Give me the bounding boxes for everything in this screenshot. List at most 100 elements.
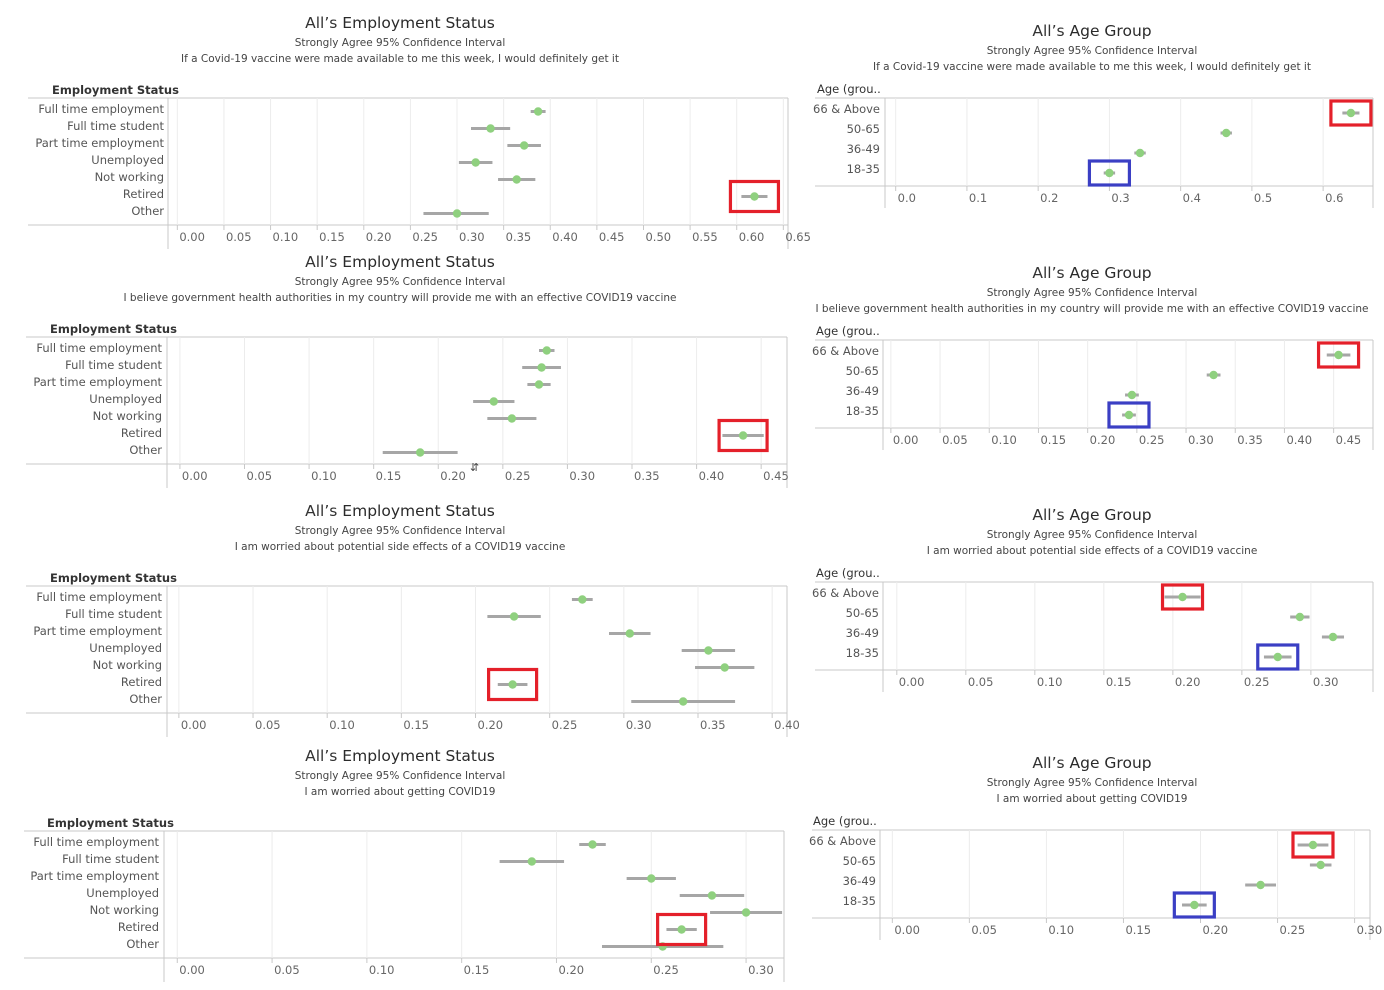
category-label[interactable]: Other — [129, 692, 162, 706]
title-dimension: Employment Status — [342, 14, 495, 32]
red-highlight-box — [656, 912, 708, 947]
tick-label: 0.3 — [1111, 191, 1130, 205]
estimate-point — [542, 346, 551, 355]
category-label[interactable]: Part time employment — [35, 136, 164, 150]
category-label[interactable]: Unemployed — [91, 153, 164, 167]
tick-label: 0.35 — [1237, 433, 1263, 447]
plot-area — [815, 97, 1374, 208]
category-label[interactable]: Part time employment — [30, 869, 159, 883]
category-label[interactable]: 36-49 — [845, 626, 879, 640]
tick-label: 0.15 — [403, 718, 429, 732]
tick-label: 0.00 — [180, 718, 207, 732]
dimension-header[interactable]: Age (grou.. — [816, 324, 880, 338]
tick-label: 0.25 — [653, 963, 679, 977]
category-label[interactable]: Not working — [92, 409, 162, 423]
blue-highlight-box — [1256, 643, 1300, 671]
category-label[interactable]: Not working — [94, 170, 164, 184]
category-label[interactable]: Full time student — [65, 607, 162, 621]
category-label[interactable]: Unemployed — [86, 886, 159, 900]
estimate-point — [508, 680, 517, 689]
tick-label: 0.10 — [368, 963, 395, 977]
category-label[interactable]: Other — [126, 937, 159, 951]
plot-area — [812, 829, 1371, 940]
category-label[interactable]: 36-49 — [842, 874, 876, 888]
category-label[interactable]: 50-65 — [845, 364, 879, 378]
category-label[interactable]: Not working — [92, 658, 162, 672]
chart-panel-2: All’s Age Group Strongly Agree 95% Confid… — [800, 0, 1384, 990]
category-label[interactable]: Retired — [120, 426, 162, 440]
category-label[interactable]: Not working — [89, 903, 159, 917]
category-label[interactable]: 66 & Above — [812, 586, 879, 600]
category-label[interactable]: Unemployed — [89, 641, 162, 655]
sort-icon[interactable]: ⇵ — [470, 461, 480, 474]
category-label[interactable]: 50-65 — [842, 854, 876, 868]
tick-label: 0.25 — [1243, 675, 1270, 689]
estimate-point — [1124, 410, 1134, 420]
category-label[interactable]: 66 & Above — [809, 834, 876, 848]
category-label[interactable]: Retired — [120, 675, 162, 689]
tick-label: 0.20 — [1089, 433, 1116, 447]
tick-label: 0.00 — [179, 230, 205, 244]
tick-label: 0.00 — [892, 433, 919, 447]
category-label[interactable]: Retired — [117, 920, 159, 934]
tick-label: 0.35 — [505, 230, 532, 244]
dimension-header[interactable]: Age (grou.. — [816, 566, 880, 580]
estimate-point — [1209, 370, 1218, 380]
plot-area — [815, 581, 1374, 692]
title-prefix: All’s — [305, 747, 338, 765]
category-label[interactable]: 18-35 — [846, 162, 880, 176]
category-label[interactable]: Other — [129, 443, 162, 457]
estimate-point — [1273, 652, 1282, 662]
category-label[interactable]: Part time employment — [33, 624, 162, 638]
estimate-point — [588, 840, 597, 849]
estimate-point — [507, 414, 517, 423]
chart-question: I am worried about getting COVID19 — [304, 786, 496, 798]
estimate-point — [647, 874, 656, 883]
dimension-header[interactable]: Employment Status — [50, 322, 177, 336]
category-label[interactable]: Full time employment — [33, 835, 159, 849]
category-label[interactable]: Retired — [122, 187, 164, 201]
category-label[interactable]: Full time employment — [38, 102, 164, 116]
dimension-header[interactable]: Employment Status — [52, 83, 179, 97]
category-label[interactable]: 36-49 — [846, 142, 880, 156]
dimension-header[interactable]: Employment Status — [47, 816, 174, 830]
tick-label: 0.6 — [1325, 191, 1344, 205]
category-label[interactable]: 36-49 — [845, 384, 879, 398]
category-label[interactable]: Full time student — [65, 358, 162, 372]
category-label[interactable]: Full time student — [67, 119, 164, 133]
title-dimension: Employment Status — [342, 502, 495, 520]
plot-area — [28, 97, 789, 249]
tick-label: 0.5 — [1253, 191, 1273, 205]
dimension-header[interactable]: Age (grou.. — [813, 814, 877, 828]
title-dimension: Age Group — [1069, 754, 1152, 772]
category-label[interactable]: Full time employment — [36, 590, 162, 604]
category-label[interactable]: 50-65 — [845, 606, 879, 620]
tick-label: 0.35 — [700, 718, 726, 732]
category-label[interactable]: 18-35 — [845, 646, 879, 660]
chart-panel-7: All’s Employment Status Strongly Agree 95… — [24, 747, 785, 982]
category-label[interactable]: Other — [131, 204, 164, 218]
estimate-point — [1316, 860, 1325, 870]
title-dimension: Age Group — [1069, 506, 1152, 524]
category-label[interactable]: 66 & Above — [813, 102, 880, 116]
title-prefix: All’s — [1032, 264, 1065, 282]
category-label[interactable]: Part time employment — [33, 375, 162, 389]
blue-highlight-box — [1172, 891, 1216, 919]
category-label[interactable]: 18-35 — [842, 894, 876, 908]
category-label[interactable]: 66 & Above — [812, 344, 879, 358]
category-label[interactable]: 50-65 — [846, 122, 880, 136]
category-label[interactable]: Full time student — [62, 852, 159, 866]
title-prefix: All’s — [305, 253, 338, 271]
tick-label: 0.55 — [692, 230, 718, 244]
category-label[interactable]: 18-35 — [845, 404, 879, 418]
category-label[interactable]: Unemployed — [89, 392, 162, 406]
tick-label: 0.4 — [1182, 191, 1201, 205]
chart-question: I believe government health authorities … — [123, 292, 677, 304]
chart-subtitle: Strongly Agree 95% Confidence Interval — [986, 287, 1198, 299]
dimension-header[interactable]: Employment Status — [50, 571, 177, 585]
chart-title: All’s Employment Status — [0, 502, 800, 520]
dimension-header[interactable]: Age (grou.. — [817, 82, 881, 96]
chart-title: All’s Age Group — [800, 754, 1384, 772]
chart-subtitle: Strongly Agree 95% Confidence Interval — [986, 529, 1198, 541]
category-label[interactable]: Full time employment — [36, 341, 162, 355]
